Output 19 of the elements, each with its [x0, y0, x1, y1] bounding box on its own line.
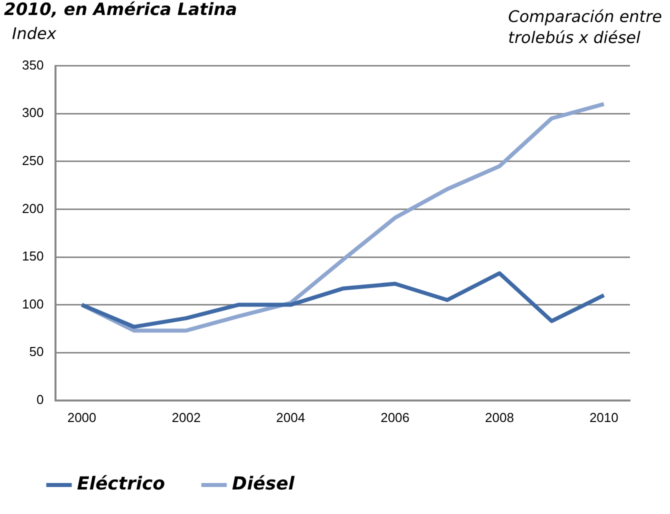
legend-label: Diésel	[232, 474, 296, 495]
x-tick-label: 2010	[589, 410, 618, 425]
x-tick-label: 2002	[172, 410, 201, 425]
legend-label: Eléctrico	[77, 474, 166, 495]
y-tick-label: 300	[22, 105, 44, 120]
y-tick-label: 150	[22, 248, 44, 264]
text: Comparación entre trolebús x diésel	[508, 6, 662, 48]
x-tick-label: 2000	[67, 410, 96, 425]
x-tick-label: 2004	[276, 410, 306, 425]
y-tick-label: 200	[22, 200, 44, 216]
x-tick-label: 2008	[485, 410, 514, 425]
y-tick-label: 350	[22, 57, 44, 72]
y-axis-title: Index	[12, 24, 56, 43]
y-tick-label: 100	[22, 296, 44, 312]
y-tick-label: 50	[29, 344, 44, 360]
y-tick-label: 250	[22, 152, 44, 168]
chart-title: 2010, en América Latina	[4, 0, 238, 20]
x-tick-label: 2006	[380, 410, 410, 425]
y-tick-label: 0	[36, 392, 44, 407]
